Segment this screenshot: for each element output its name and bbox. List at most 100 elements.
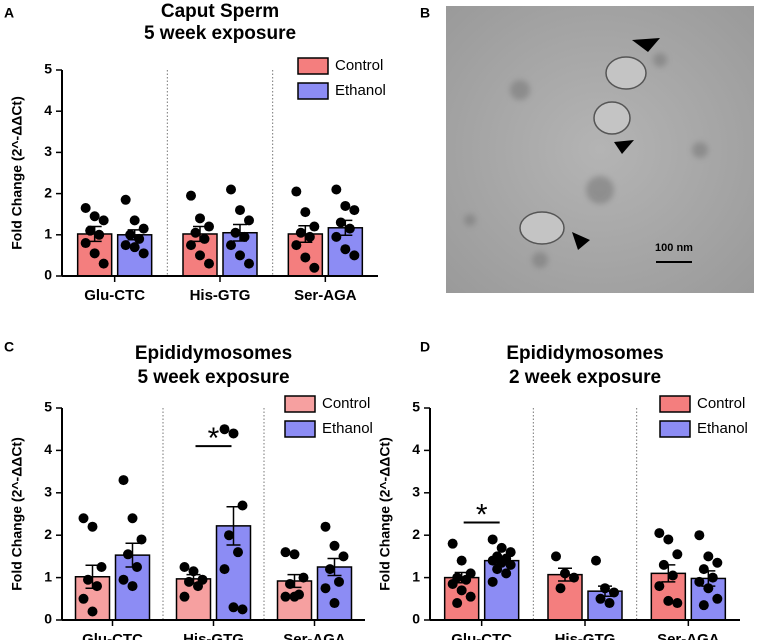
y-tick-label: 0 bbox=[412, 611, 420, 627]
data-point bbox=[85, 225, 96, 236]
data-point bbox=[239, 231, 250, 242]
y-tick-label: 2 bbox=[44, 184, 52, 200]
data-point bbox=[600, 583, 610, 594]
data-point bbox=[340, 244, 351, 255]
data-point bbox=[654, 581, 665, 592]
data-point bbox=[244, 258, 254, 269]
y-tick-label: 4 bbox=[412, 441, 420, 457]
data-point bbox=[663, 534, 674, 545]
y-tick-label: 1 bbox=[44, 568, 52, 584]
data-point bbox=[331, 231, 342, 242]
chart-subtitle: 5 week exposure bbox=[144, 23, 296, 44]
data-point bbox=[291, 186, 302, 197]
legend-label: Control bbox=[322, 395, 370, 412]
y-tick-label: 1 bbox=[412, 568, 420, 584]
data-point bbox=[707, 572, 718, 583]
data-point bbox=[344, 223, 355, 234]
chart-subtitle: 2 week exposure bbox=[509, 367, 661, 388]
data-point bbox=[456, 555, 467, 566]
data-point bbox=[129, 215, 140, 226]
data-point bbox=[94, 229, 105, 240]
data-point bbox=[280, 547, 291, 558]
data-point bbox=[118, 475, 129, 486]
data-point bbox=[331, 184, 342, 195]
y-axis-label: Fold Change (2^-ΔΔCt) bbox=[9, 437, 25, 591]
data-point bbox=[555, 583, 566, 594]
data-point bbox=[98, 258, 109, 269]
chart-title: Epididymosomes bbox=[135, 343, 292, 364]
y-tick-label: 2 bbox=[412, 526, 420, 542]
y-axis-label: Fold Change (2^-ΔΔCt) bbox=[377, 437, 393, 591]
data-point bbox=[237, 500, 248, 511]
data-point bbox=[591, 555, 601, 566]
data-point bbox=[89, 248, 100, 259]
data-point bbox=[325, 564, 335, 575]
data-point bbox=[289, 591, 300, 602]
data-point bbox=[235, 250, 245, 261]
panel-label: D bbox=[420, 339, 430, 355]
data-point bbox=[694, 576, 705, 587]
y-tick-label: 1 bbox=[44, 226, 52, 242]
data-point bbox=[120, 240, 131, 251]
data-point bbox=[698, 600, 709, 611]
data-point bbox=[226, 240, 236, 251]
data-point bbox=[134, 233, 145, 244]
data-point bbox=[228, 602, 239, 613]
data-point bbox=[654, 528, 665, 539]
data-point bbox=[447, 538, 458, 549]
data-point bbox=[132, 562, 142, 572]
data-point bbox=[92, 581, 102, 592]
chart: D Epididymosomes 2 week exposure Fold Chang… bbox=[377, 339, 748, 640]
legend-swatch bbox=[659, 420, 691, 438]
data-point bbox=[501, 568, 512, 579]
y-tick-label: 2 bbox=[44, 526, 52, 542]
data-point bbox=[87, 606, 98, 617]
data-point bbox=[193, 581, 203, 592]
vesicles bbox=[519, 56, 647, 245]
y-tick-label: 3 bbox=[44, 484, 52, 500]
data-point bbox=[560, 568, 570, 579]
data-point bbox=[244, 215, 254, 226]
chart-title: Caput Sperm bbox=[161, 1, 279, 22]
legend-swatch bbox=[284, 420, 316, 438]
data-point bbox=[285, 578, 295, 589]
data-point bbox=[569, 572, 579, 583]
x-tick-label: His-GTG bbox=[190, 287, 251, 304]
data-point bbox=[609, 587, 619, 598]
data-point bbox=[698, 564, 709, 575]
data-point bbox=[289, 549, 300, 560]
data-point bbox=[304, 231, 315, 242]
data-point bbox=[672, 549, 683, 560]
data-point bbox=[199, 233, 210, 244]
data-point bbox=[138, 248, 149, 259]
data-point bbox=[465, 591, 476, 602]
data-point bbox=[127, 581, 138, 592]
y-tick-label: 4 bbox=[44, 102, 52, 118]
data-point bbox=[78, 593, 89, 604]
data-point bbox=[89, 211, 100, 222]
data-point bbox=[309, 221, 320, 232]
data-point bbox=[595, 593, 606, 604]
y-tick-label: 0 bbox=[44, 611, 52, 627]
data-point bbox=[188, 566, 199, 577]
significance-star: * bbox=[208, 422, 220, 455]
data-point bbox=[672, 598, 683, 609]
chart-title: Epididymosomes bbox=[506, 343, 663, 364]
data-point bbox=[551, 551, 561, 562]
x-tick-label: Glu-CTC bbox=[84, 287, 145, 304]
data-point bbox=[125, 229, 136, 240]
data-point bbox=[663, 595, 674, 606]
data-point bbox=[184, 576, 194, 587]
data-point bbox=[230, 227, 241, 238]
data-point bbox=[349, 250, 360, 261]
data-point bbox=[461, 574, 472, 585]
data-point bbox=[320, 583, 331, 594]
panel-label: B bbox=[420, 5, 430, 21]
data-point bbox=[487, 534, 498, 545]
data-point bbox=[298, 572, 309, 583]
data-point bbox=[505, 559, 516, 570]
data-point bbox=[658, 559, 669, 570]
data-point bbox=[703, 551, 714, 562]
legend-label: Ethanol bbox=[697, 420, 748, 437]
